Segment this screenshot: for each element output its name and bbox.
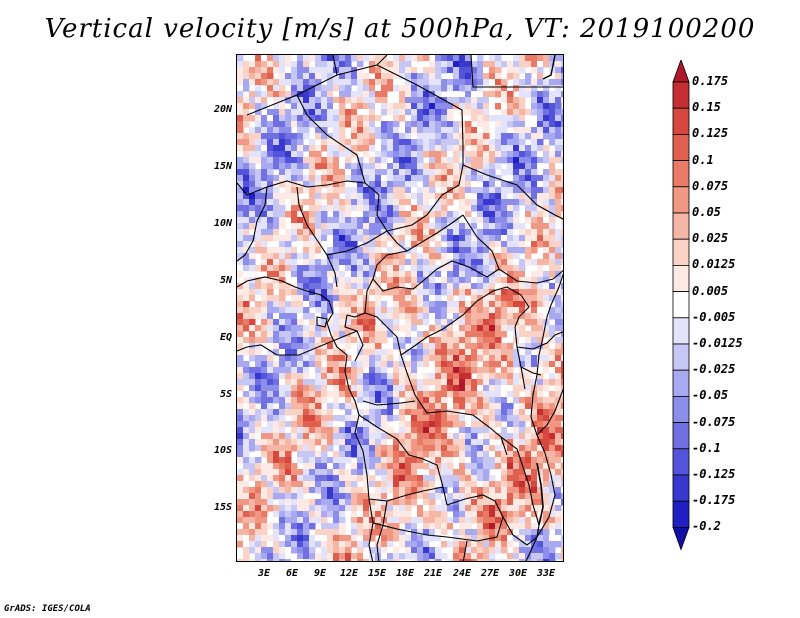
coastline-east xyxy=(525,273,563,561)
colorbar-label: 0.1 xyxy=(692,152,714,167)
colorbar-bin xyxy=(672,107,690,135)
colorbar-bin xyxy=(672,395,690,423)
lat-label: EQ xyxy=(219,332,232,343)
colorbar-label: 0.125 xyxy=(692,126,729,141)
colorbar-bin xyxy=(672,500,690,528)
lon-label: 27E xyxy=(480,568,500,579)
lat-label: 10S xyxy=(213,445,232,456)
lon-label: 33E xyxy=(536,568,556,579)
colorbar-bin xyxy=(672,369,690,397)
lat-label: 5S xyxy=(219,389,232,400)
lon-label: 30E xyxy=(508,568,528,579)
colorbar-label: -0.2 xyxy=(692,519,721,534)
colorbar-bin xyxy=(672,60,690,83)
coastline xyxy=(237,276,374,561)
chart-title: Vertical velocity [m/s] at 500hPa, VT: 2… xyxy=(44,14,756,44)
lat-label: 5N xyxy=(219,275,232,286)
country-borders xyxy=(237,55,563,561)
colorbar xyxy=(672,60,690,551)
map-panel xyxy=(236,54,564,562)
colorbar-label: 0.15 xyxy=(692,100,721,115)
colorbar-bin xyxy=(672,160,690,188)
colorbar-label: 0.005 xyxy=(692,283,729,298)
colorbar-bin xyxy=(672,186,690,214)
lon-label: 12E xyxy=(339,568,359,579)
colorbar-label: -0.125 xyxy=(692,467,736,481)
colorbar-bin xyxy=(672,81,690,109)
colorbar-label: -0.025 xyxy=(692,362,736,377)
lat-label: 20N xyxy=(213,104,232,115)
colorbar-label: 0.175 xyxy=(692,74,729,88)
lon-label: 18E xyxy=(395,568,415,579)
lon-label: 9E xyxy=(313,568,327,579)
grads-credit: GrADS: IGES/COLA xyxy=(4,604,91,614)
lat-label: 15N xyxy=(213,161,232,172)
colorbar-label: -0.0125 xyxy=(692,336,743,350)
lon-label: 6E xyxy=(285,568,299,579)
colorbar-bin xyxy=(672,448,690,476)
lon-label: 24E xyxy=(452,568,472,579)
colorbar-label: -0.1 xyxy=(692,440,721,455)
vertical-velocity-field xyxy=(237,55,563,561)
lat-label: 10N xyxy=(213,218,232,229)
colorbar-bin xyxy=(672,291,690,319)
colorbar-bin xyxy=(672,317,690,345)
colorbar-bin xyxy=(672,422,690,450)
colorbar-bin xyxy=(672,238,690,266)
lon-label: 3E xyxy=(257,568,271,579)
colorbar-label: 0.05 xyxy=(692,205,721,219)
colorbar-bin xyxy=(672,264,690,292)
lon-label: 21E xyxy=(423,568,443,579)
colorbar-label: 0.0125 xyxy=(692,257,736,272)
colorbar-label: 0.025 xyxy=(692,231,729,246)
colorbar-label: 0.075 xyxy=(692,178,729,193)
colorbar-bin xyxy=(672,343,690,371)
colorbar-bin xyxy=(672,212,690,240)
colorbar-bin xyxy=(672,526,690,551)
colorbar-bin xyxy=(672,134,690,162)
colorbar-label: -0.05 xyxy=(692,388,729,403)
lon-label: 15E xyxy=(367,568,387,579)
colorbar-label: -0.005 xyxy=(692,309,736,324)
colorbar-label: -0.175 xyxy=(692,493,736,508)
colorbar-label: -0.075 xyxy=(692,414,736,429)
lat-label: 15S xyxy=(213,502,232,513)
colorbar-bin xyxy=(672,474,690,502)
